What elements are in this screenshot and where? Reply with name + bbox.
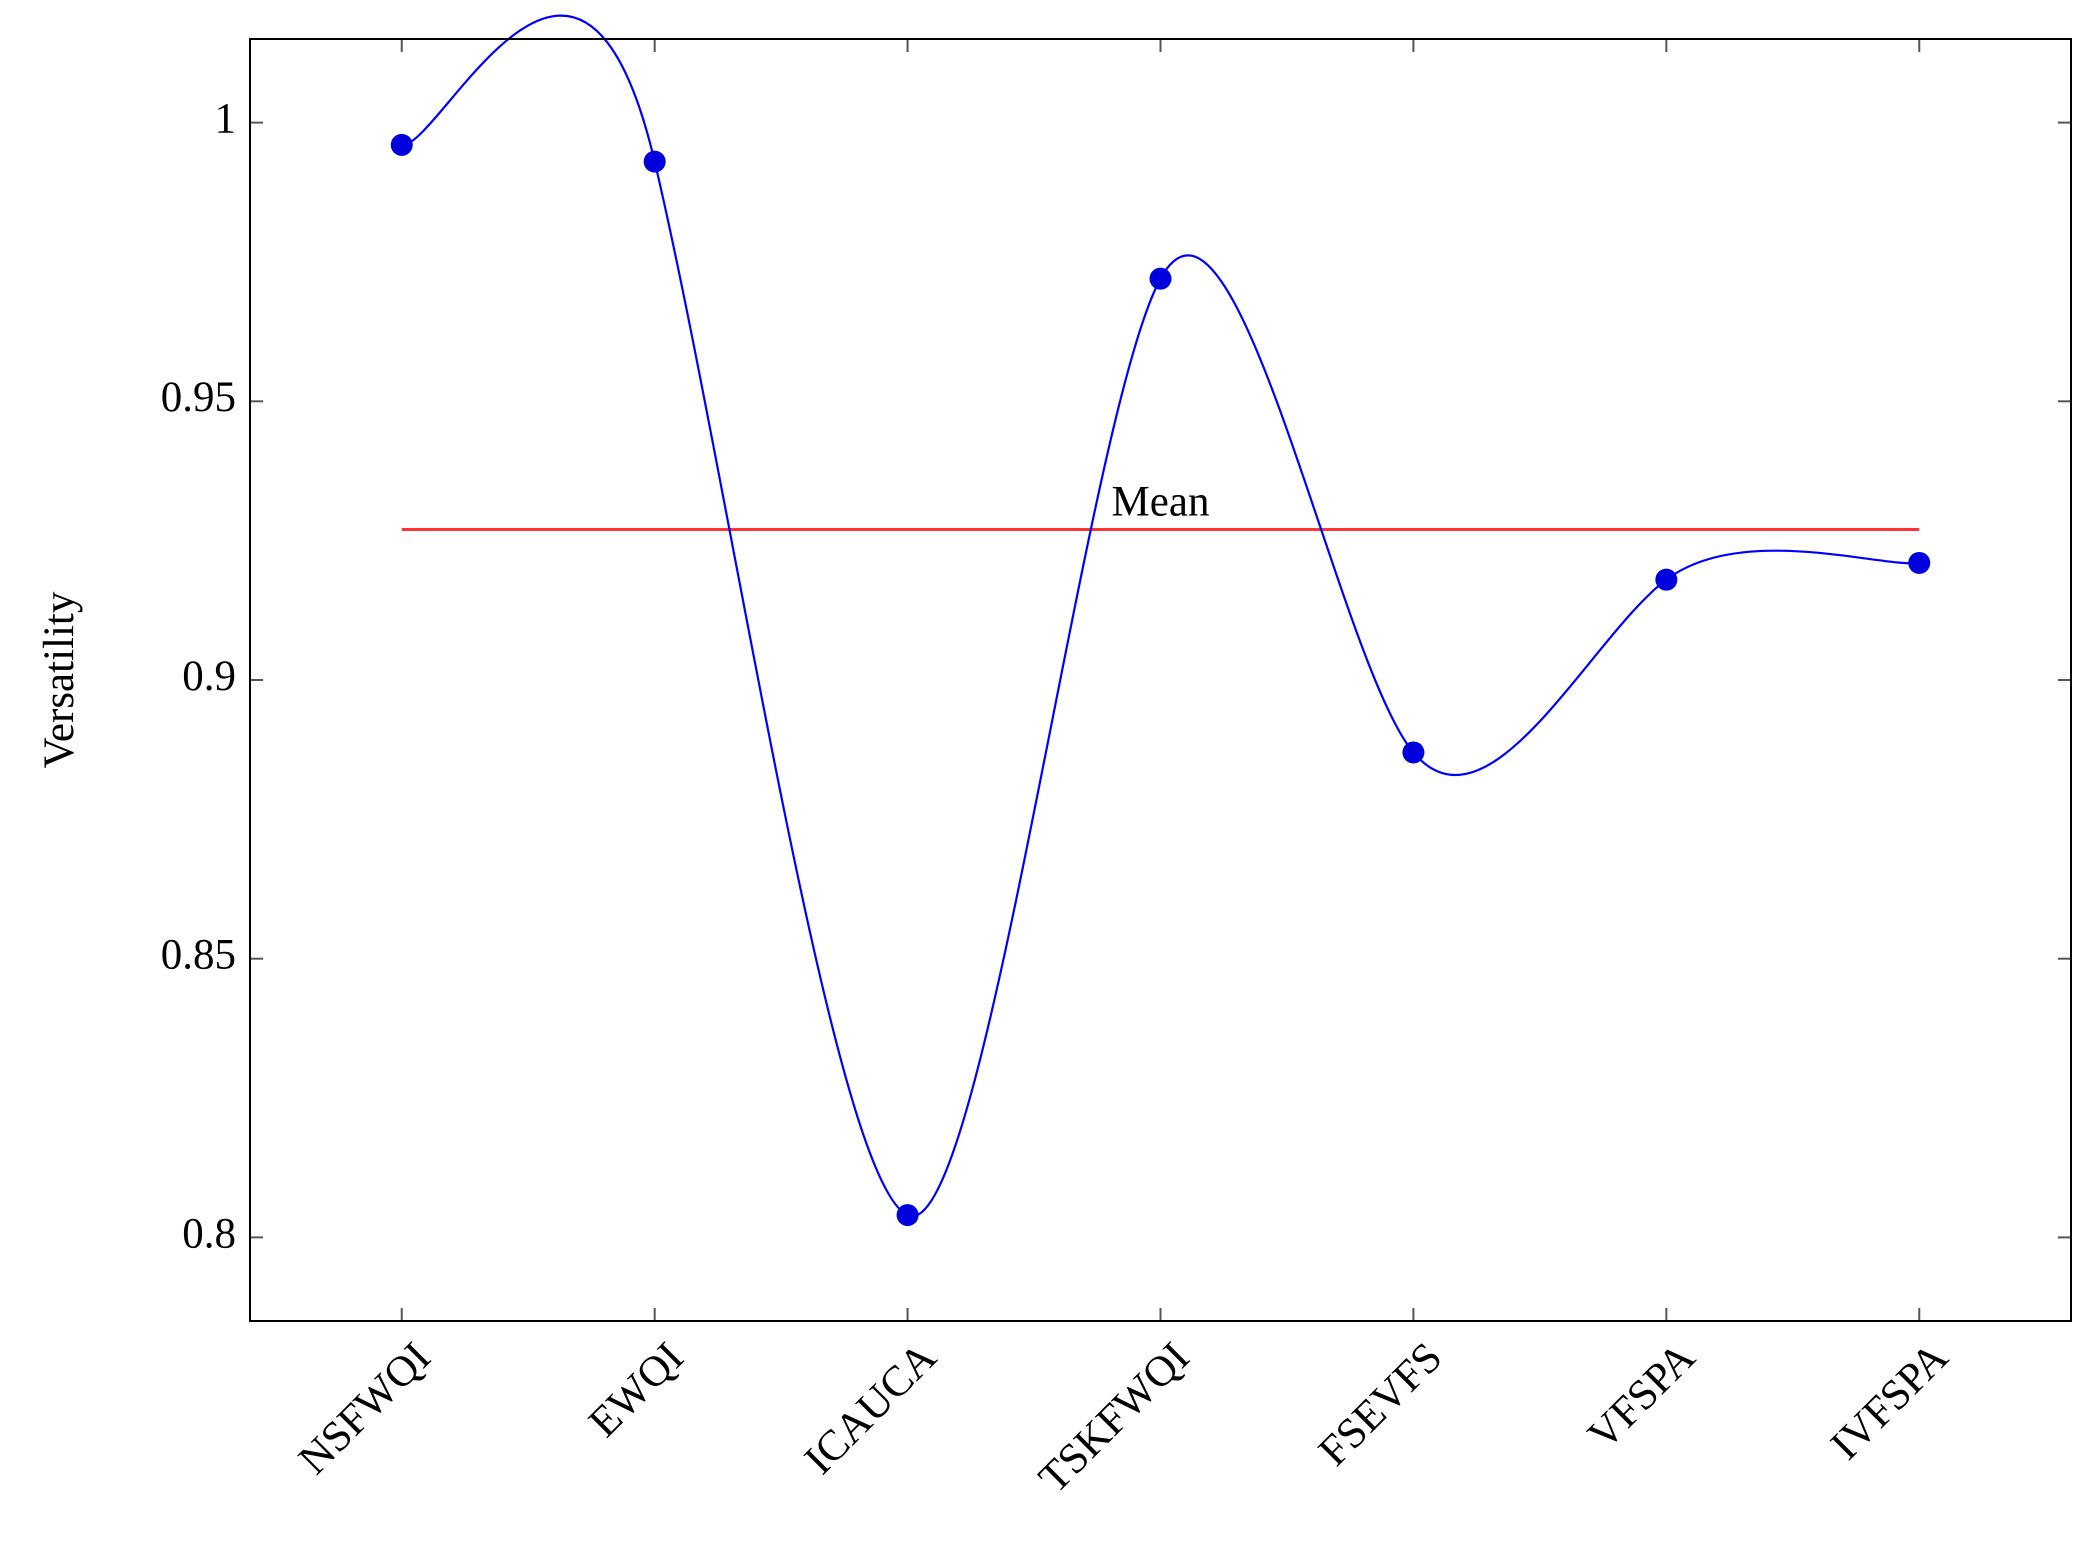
data-point	[1908, 551, 1931, 574]
plot-frame	[249, 38, 2072, 1322]
y-tick-label: 0.9	[182, 653, 236, 700]
y-tick-label: 0.85	[161, 932, 236, 979]
y-tick-label: 0.8	[182, 1210, 236, 1257]
mean-label: Mean	[1112, 479, 1210, 526]
y-tick-label: 1	[215, 95, 237, 142]
y-axis-label: Versatility	[36, 591, 83, 768]
data-point	[1655, 568, 1678, 591]
data-point	[1149, 267, 1172, 290]
data-point	[1402, 741, 1425, 764]
data-point	[390, 133, 413, 156]
data-point	[643, 150, 666, 173]
data-point	[896, 1204, 919, 1227]
y-tick-label: 0.95	[161, 374, 236, 421]
